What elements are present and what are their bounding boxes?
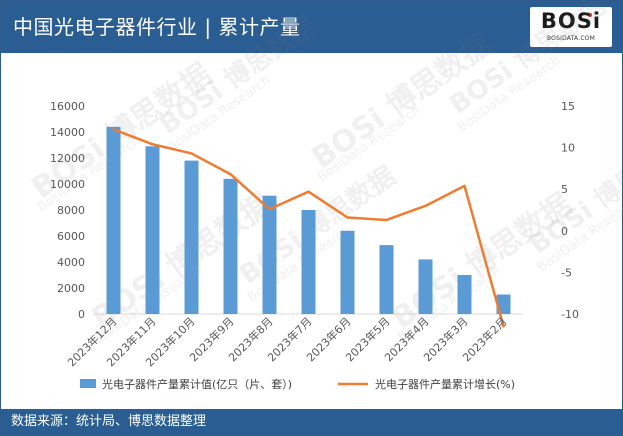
- bar: [457, 275, 472, 314]
- legend-line-label: 光电子器件产量累计增长(%): [375, 377, 515, 391]
- line-point: [346, 216, 349, 219]
- y-right-tick-label: 10: [561, 142, 575, 155]
- line-point: [112, 128, 115, 131]
- y-left-tick-label: 2000: [57, 282, 85, 295]
- page-title: 中国光电子器件行业 | 累计产量: [13, 15, 301, 39]
- bar: [262, 195, 277, 314]
- line-point: [424, 204, 427, 208]
- line-point: [307, 190, 310, 193]
- y-right-tick-label: 5: [561, 183, 568, 196]
- bar: [223, 178, 238, 314]
- bar: [340, 230, 355, 314]
- bar: [301, 210, 316, 314]
- legend-bar-label: 光电子器件产量累计值(亿只（片、套）): [102, 377, 292, 391]
- header-bar: 中国光电子器件行业 | 累计产量 BOSi BOSIDATA.COM: [1, 1, 622, 53]
- footer-bar: 数据来源：统计局、博思数据整理: [1, 409, 622, 435]
- y-left-tick-label: 10000: [50, 178, 85, 191]
- bar: [379, 245, 394, 314]
- bosi-logo: BOSi BOSIDATA.COM: [530, 7, 612, 47]
- y-right-tick-label: -10: [561, 308, 579, 321]
- y-left-tick-label: 16000: [50, 100, 85, 113]
- legend-bar-swatch: [80, 379, 96, 388]
- y-left-tick-label: 4000: [57, 256, 85, 269]
- y-left-tick-label: 0: [78, 308, 85, 321]
- y-right-tick-label: -5: [561, 266, 572, 279]
- y-right-tick-label: 15: [561, 100, 575, 113]
- logo-dot: [588, 13, 592, 17]
- data-source: 数据来源：统计局、博思数据整理: [11, 414, 207, 429]
- y-left-tick-label: 6000: [57, 230, 85, 243]
- line-point: [190, 152, 193, 155]
- line-point: [385, 218, 388, 222]
- line-point: [268, 207, 271, 211]
- combo-chart: 0 2000 4000 6000 8000 10000 12000 14000 16000 -10…: [50, 100, 579, 391]
- y-left-tick-label: 12000: [50, 152, 85, 165]
- logo-subtext: BOSIDATA.COM: [546, 35, 596, 42]
- y-left-tick-label: 8000: [57, 204, 85, 217]
- line-point: [229, 173, 232, 176]
- logo-text: BOSi: [540, 9, 602, 33]
- line-point: [463, 184, 466, 188]
- line-point: [502, 325, 505, 328]
- y-left-tick-label: 14000: [50, 126, 85, 139]
- bar: [145, 146, 160, 314]
- bar: [496, 294, 511, 314]
- line-point: [151, 143, 154, 146]
- y-right-tick-label: 0: [561, 225, 568, 238]
- bar: [418, 259, 433, 314]
- bar: [184, 160, 199, 314]
- bar: [106, 126, 121, 314]
